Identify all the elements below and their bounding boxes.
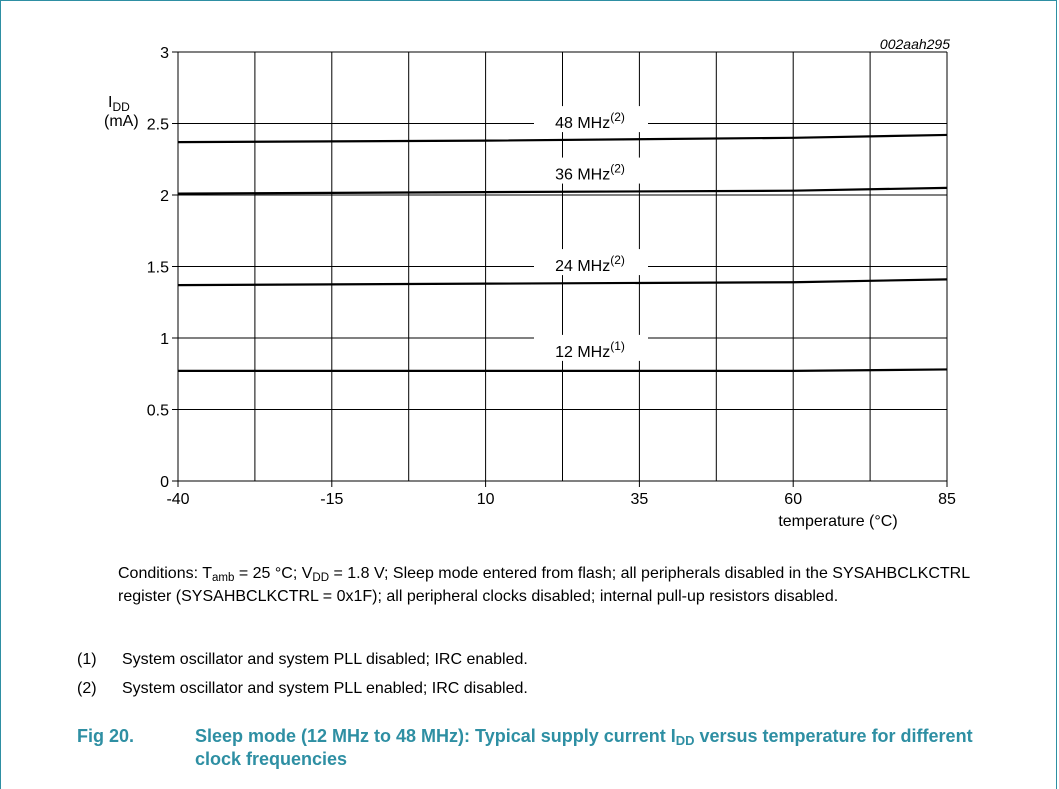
series-label-bg [534, 106, 648, 133]
footnote-number: (1) [77, 651, 97, 668]
x-tick-label: 10 [477, 491, 495, 508]
figure-id: 002aah295 [880, 36, 950, 52]
y-tick-label: 2 [160, 188, 169, 205]
x-tick-label: -40 [166, 491, 189, 508]
series-line [178, 368, 948, 372]
y-tick-label: 1 [160, 331, 169, 348]
series-line [177, 186, 948, 195]
footnote-number: (2) [77, 680, 97, 697]
conditions-text: Conditions: Tamb = 25 °C; VDD = 1.8 V; S… [118, 565, 970, 605]
y-tick-label: 0.5 [147, 403, 169, 420]
chart-series [177, 133, 948, 372]
series-label-bg [534, 157, 648, 184]
x-tick-label: 35 [631, 491, 649, 508]
x-tick-label: 85 [938, 491, 956, 508]
figure-number: Fig 20. [77, 726, 135, 746]
y-tick-label: 1.5 [147, 260, 169, 277]
series-line [177, 278, 948, 287]
y-tick-label: 0 [160, 474, 169, 491]
supply-current-chart: 0 0.5 1 1.5 2 2.5 3 -40 -15 10 35 60 85 48 MHz(2) 36 … [104, 36, 956, 530]
y-axis-unit: (mA) [104, 113, 139, 130]
series-label-bg [534, 334, 648, 361]
footnote-text: System oscillator and system PLL disable… [122, 651, 528, 668]
x-axis-label: temperature (°C) [778, 513, 897, 530]
figure-title: Sleep mode (12 MHz to 48 MHz): Typical s… [195, 726, 973, 769]
x-tick-label: 60 [784, 491, 802, 508]
series-label-bg [534, 249, 648, 276]
series-labels: 48 MHz(2) 36 MHz(2) 24 MHz(2) 12 MHz(1) [534, 106, 648, 361]
axis-tick-labels: 0 0.5 1 1.5 2 2.5 3 -40 -15 10 35 60 85 [147, 45, 956, 508]
y-axis-label: IDD [108, 94, 130, 114]
series-label: 24 MHz(2) [555, 253, 625, 275]
series-label: 36 MHz(2) [555, 162, 625, 184]
y-tick-label: 3 [160, 45, 169, 62]
series-line [177, 133, 948, 144]
series-label: 12 MHz(1) [555, 339, 625, 361]
series-label: 48 MHz(2) [555, 110, 625, 132]
x-tick-label: -15 [320, 491, 343, 508]
y-tick-label: 2.5 [147, 117, 169, 134]
footnote-text: System oscillator and system PLL enabled… [122, 680, 528, 697]
